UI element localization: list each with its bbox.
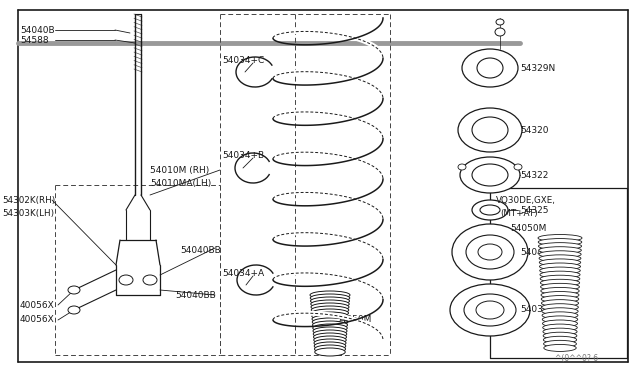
Text: (MT+AT): (MT+AT) [500,208,538,218]
Ellipse shape [458,108,522,152]
Ellipse shape [539,251,581,258]
Text: 54320: 54320 [520,125,548,135]
Ellipse shape [541,288,579,294]
Ellipse shape [311,306,349,314]
Text: 54040BB: 54040BB [180,246,221,254]
Ellipse shape [543,324,577,331]
Ellipse shape [538,234,582,241]
Ellipse shape [514,164,522,170]
Ellipse shape [540,259,580,266]
Text: 54050M: 54050M [510,224,547,232]
Text: 54303K(LH): 54303K(LH) [2,208,54,218]
Ellipse shape [540,271,580,278]
Text: 54040: 54040 [520,247,548,257]
Ellipse shape [478,244,502,260]
Text: 40056X: 40056X [20,301,55,310]
Ellipse shape [313,324,348,332]
Ellipse shape [541,296,579,302]
Ellipse shape [496,19,504,25]
Ellipse shape [314,345,346,353]
Ellipse shape [466,235,514,269]
Ellipse shape [68,306,80,314]
Ellipse shape [313,327,347,335]
Ellipse shape [541,283,579,291]
Ellipse shape [542,312,578,319]
Ellipse shape [540,263,580,270]
Ellipse shape [462,49,518,87]
Ellipse shape [539,255,581,262]
Ellipse shape [495,28,505,36]
Ellipse shape [312,321,348,329]
Ellipse shape [68,286,80,294]
Text: 54322: 54322 [520,170,548,180]
Ellipse shape [314,333,346,341]
Ellipse shape [472,200,508,220]
Ellipse shape [314,339,346,347]
Ellipse shape [313,330,347,338]
Ellipse shape [472,164,508,186]
Ellipse shape [544,344,576,352]
Ellipse shape [458,164,466,170]
Text: 40056X: 40056X [20,315,55,324]
Ellipse shape [310,297,349,305]
Ellipse shape [540,275,580,282]
Text: 54329N: 54329N [520,64,556,73]
Ellipse shape [315,348,345,356]
Text: 54034: 54034 [520,305,548,314]
Ellipse shape [540,279,580,286]
Ellipse shape [314,336,346,344]
Ellipse shape [542,316,578,323]
Ellipse shape [538,243,582,250]
Ellipse shape [472,117,508,143]
Ellipse shape [314,342,346,350]
Text: 54034+A: 54034+A [222,269,264,278]
Ellipse shape [450,284,530,336]
Ellipse shape [143,275,157,285]
Text: VQ30DE,GXE,: VQ30DE,GXE, [496,196,556,205]
Ellipse shape [543,340,577,347]
Ellipse shape [543,332,577,339]
Ellipse shape [538,238,582,246]
Ellipse shape [311,303,349,311]
Ellipse shape [541,299,579,307]
Ellipse shape [119,275,133,285]
Ellipse shape [311,300,349,308]
Ellipse shape [539,247,581,254]
Text: 54040BB: 54040BB [175,291,216,299]
Ellipse shape [542,308,578,315]
Text: 54050M: 54050M [335,315,371,324]
Ellipse shape [312,318,348,326]
Ellipse shape [312,315,348,323]
Ellipse shape [541,292,579,298]
Ellipse shape [310,291,350,299]
Text: 54034+B: 54034+B [222,151,264,160]
Ellipse shape [543,320,577,327]
Ellipse shape [480,205,500,215]
Text: 54325: 54325 [520,205,548,215]
Text: 54302K(RH): 54302K(RH) [2,196,55,205]
Ellipse shape [540,267,580,274]
Ellipse shape [312,309,349,317]
Text: 54010M (RH): 54010M (RH) [150,166,209,174]
Ellipse shape [312,312,348,320]
Text: 54588: 54588 [20,35,49,45]
Text: 54034+C: 54034+C [222,55,264,64]
Ellipse shape [476,301,504,319]
Ellipse shape [543,328,577,335]
Ellipse shape [477,58,503,78]
Ellipse shape [464,294,516,326]
Ellipse shape [543,336,577,343]
Ellipse shape [460,157,520,193]
Ellipse shape [541,304,579,311]
Text: 54010MA(LH): 54010MA(LH) [150,179,211,187]
Text: 54040B: 54040B [20,26,54,35]
Ellipse shape [310,294,349,302]
Text: ^(0^^0? 6: ^(0^^0? 6 [555,353,598,362]
Ellipse shape [452,224,528,280]
